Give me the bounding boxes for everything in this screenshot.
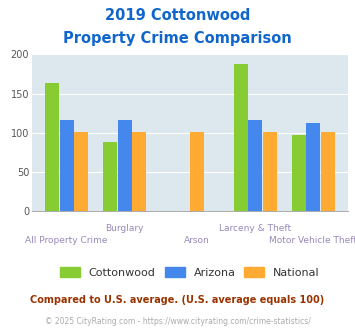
Bar xyxy=(263,132,277,211)
Text: Larceny & Theft: Larceny & Theft xyxy=(219,224,291,233)
Text: 2019 Cottonwood: 2019 Cottonwood xyxy=(105,8,250,23)
Bar xyxy=(190,132,204,211)
Text: Burglary: Burglary xyxy=(105,224,144,233)
Bar xyxy=(74,132,88,211)
Bar xyxy=(60,120,74,211)
Bar xyxy=(118,120,132,211)
Text: Property Crime Comparison: Property Crime Comparison xyxy=(63,31,292,46)
Bar xyxy=(321,132,334,211)
Text: © 2025 CityRating.com - https://www.cityrating.com/crime-statistics/: © 2025 CityRating.com - https://www.city… xyxy=(45,317,310,326)
Text: All Property Crime: All Property Crime xyxy=(26,236,108,245)
Legend: Cottonwood, Arizona, National: Cottonwood, Arizona, National xyxy=(56,263,323,281)
Bar xyxy=(103,142,117,211)
Text: Arson: Arson xyxy=(184,236,210,245)
Bar xyxy=(132,132,146,211)
Text: Compared to U.S. average. (U.S. average equals 100): Compared to U.S. average. (U.S. average … xyxy=(31,295,324,305)
Text: Motor Vehicle Theft: Motor Vehicle Theft xyxy=(269,236,355,245)
Bar xyxy=(306,123,320,211)
Bar xyxy=(248,120,262,211)
Bar xyxy=(292,135,306,211)
Bar xyxy=(45,83,59,211)
Bar xyxy=(234,64,247,211)
